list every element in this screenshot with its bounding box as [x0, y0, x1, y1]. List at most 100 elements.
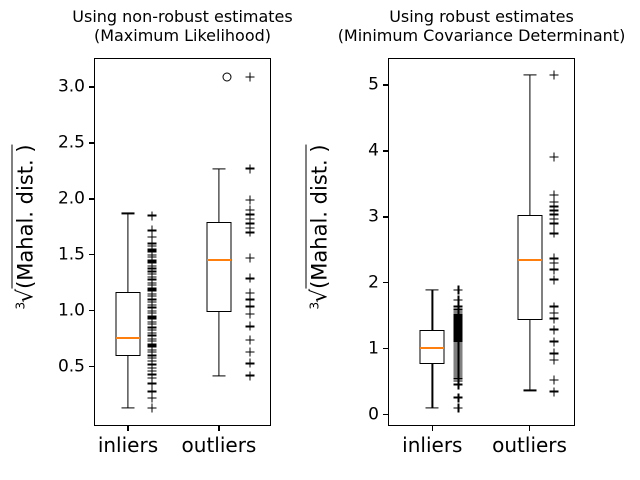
y-tick-mark — [383, 282, 388, 284]
median-line — [420, 346, 445, 349]
y-tick-mark — [383, 414, 388, 416]
subplot-title-left: Using non-robust estimates (Maximum Like… — [13, 7, 353, 45]
y-tick-label: 1.5 — [57, 244, 85, 265]
whisker-cap-upper — [121, 212, 135, 215]
radical-sign: √ — [307, 288, 333, 303]
plus-marker — [549, 228, 559, 238]
whisker-upper — [127, 213, 129, 292]
plus-marker — [549, 314, 559, 323]
title-line-1: Using non-robust estimates — [72, 7, 293, 26]
plus-marker — [147, 232, 157, 242]
xtick-label-inliers-left: inliers — [97, 433, 159, 457]
plus-marker — [453, 380, 463, 390]
plus-marker — [549, 253, 559, 263]
plus-marker — [245, 227, 255, 237]
plus-marker — [245, 253, 255, 263]
plus-marker — [245, 371, 255, 381]
plus-marker — [147, 373, 157, 383]
plus-marker — [245, 309, 255, 319]
y-tick-label: 5 — [368, 74, 379, 95]
y-tick-label: 1.0 — [57, 300, 85, 321]
whisker-lower — [127, 355, 129, 409]
y-tick-mark — [383, 150, 388, 152]
median-line — [517, 258, 542, 261]
y-tick-label: 3 — [368, 206, 379, 227]
plus-marker — [453, 393, 463, 403]
whisker-cap-lower — [121, 407, 135, 409]
whisker-cap-upper — [425, 289, 439, 291]
radical-sign: √ — [13, 288, 39, 303]
y-tick-label: 2.5 — [57, 132, 85, 153]
plus-marker — [245, 273, 255, 283]
plus-marker — [147, 211, 157, 221]
y-tick-mark — [89, 198, 94, 200]
plus-marker — [147, 386, 157, 396]
ylabel-text: (Mahal. dist. ) — [11, 144, 38, 289]
plus-marker — [245, 72, 255, 82]
y-tick-mark — [89, 86, 94, 88]
title-line-1: Using robust estimates — [389, 7, 574, 26]
y-tick-label: 0.5 — [57, 356, 85, 377]
plus-marker — [549, 375, 559, 385]
y-tick-mark — [89, 310, 94, 312]
y-tick-mark — [383, 348, 388, 350]
median-line — [115, 336, 140, 339]
y-tick-label: 3.0 — [57, 76, 85, 97]
median-line — [206, 259, 231, 262]
plus-marker — [245, 288, 255, 298]
ylabel-text: (Mahal. dist. ) — [305, 144, 332, 289]
plus-marker — [245, 358, 255, 368]
y-axis-label-right: 3√(Mahal. dist. ) — [305, 144, 333, 310]
plus-marker — [245, 164, 255, 174]
y-tick-mark — [383, 84, 388, 86]
axes-frame-right — [388, 58, 575, 426]
plus-marker — [549, 258, 559, 268]
whisker-cap-upper — [212, 168, 226, 170]
box-rect — [206, 222, 232, 312]
whisker-lower — [528, 319, 531, 391]
whisker-cap-lower — [523, 389, 537, 391]
plus-marker — [549, 152, 559, 162]
plus-marker — [549, 387, 559, 397]
plus-marker — [549, 302, 559, 312]
whisker-cap-lower — [212, 375, 226, 377]
title-line-2: (Maximum Likelihood) — [93, 26, 272, 45]
cube-root-index: 3 — [307, 301, 322, 310]
plus-marker — [549, 190, 559, 200]
y-tick-label: 4 — [368, 140, 379, 161]
y-tick-label: 0 — [368, 404, 379, 425]
x-tick-mark — [127, 426, 129, 431]
plus-marker — [549, 275, 559, 285]
title-line-2: (Minimum Covariance Determinant) — [337, 26, 626, 45]
whisker-lower — [431, 364, 433, 409]
plus-marker — [245, 347, 255, 357]
plus-marker — [549, 197, 559, 207]
box-rect — [115, 291, 141, 356]
y-tick-label: 2.0 — [57, 188, 85, 209]
whisker-lower — [218, 311, 220, 376]
xtick-label-outliers-right: outliers — [492, 433, 567, 457]
plus-marker — [245, 335, 255, 345]
whisker-upper — [431, 290, 433, 330]
cube-root-index: 3 — [13, 301, 28, 310]
y-tick-mark — [89, 366, 94, 368]
plus-marker — [549, 337, 559, 347]
plus-marker — [147, 225, 157, 235]
x-tick-mark — [431, 426, 433, 431]
plus-marker — [147, 403, 157, 413]
plus-marker — [245, 195, 255, 205]
plus-marker — [549, 214, 559, 224]
y-tick-mark — [89, 254, 94, 256]
y-axis-label-left: 3√(Mahal. dist. ) — [11, 144, 39, 310]
plus-marker — [453, 295, 463, 305]
whisker-cap-upper — [523, 74, 537, 76]
whisker-upper — [218, 168, 220, 223]
y-tick-label: 2 — [368, 272, 379, 293]
plus-marker — [549, 219, 559, 229]
plus-marker — [453, 285, 463, 295]
plus-marker — [147, 393, 157, 403]
y-tick-label: 1 — [368, 338, 379, 359]
plus-marker — [549, 348, 559, 358]
xtick-label-outliers-left: outliers — [181, 433, 257, 457]
